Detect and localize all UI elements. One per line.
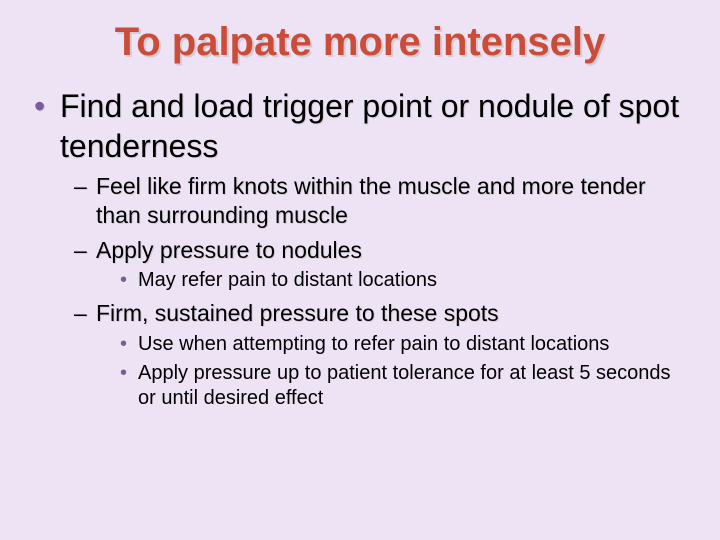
list-item: Feel like firm knots within the muscle a… — [72, 172, 690, 230]
slide: To palpate more intensely Find and load … — [0, 0, 720, 540]
list-item: Find and load trigger point or nodule of… — [30, 86, 690, 411]
list-item-text: Use when attempting to refer pain to dis… — [138, 333, 609, 355]
list-item-text: Firm, sustained pressure to these spots — [96, 300, 499, 326]
bullet-list: May refer pain to distant locations — [116, 268, 690, 293]
bullet-list: Find and load trigger point or nodule of… — [30, 86, 690, 411]
list-item-text: Find and load trigger point or nodule of… — [60, 88, 679, 164]
bullet-list: Feel like firm knots within the muscle a… — [72, 172, 690, 411]
list-item: Apply pressure up to patient tolerance f… — [116, 361, 690, 411]
list-item: Firm, sustained pressure to these spots … — [72, 299, 690, 411]
list-item: May refer pain to distant locations — [116, 268, 690, 293]
list-item-text: Feel like firm knots within the muscle a… — [96, 173, 646, 228]
list-item: Use when attempting to refer pain to dis… — [116, 332, 690, 357]
list-item-text: Apply pressure up to patient tolerance f… — [138, 362, 671, 409]
list-item-text: Apply pressure to nodules — [96, 237, 362, 263]
slide-title: To palpate more intensely — [30, 20, 690, 64]
bullet-list: Use when attempting to refer pain to dis… — [116, 332, 690, 411]
list-item-text: May refer pain to distant locations — [138, 269, 437, 291]
list-item: Apply pressure to nodules May refer pain… — [72, 236, 690, 294]
